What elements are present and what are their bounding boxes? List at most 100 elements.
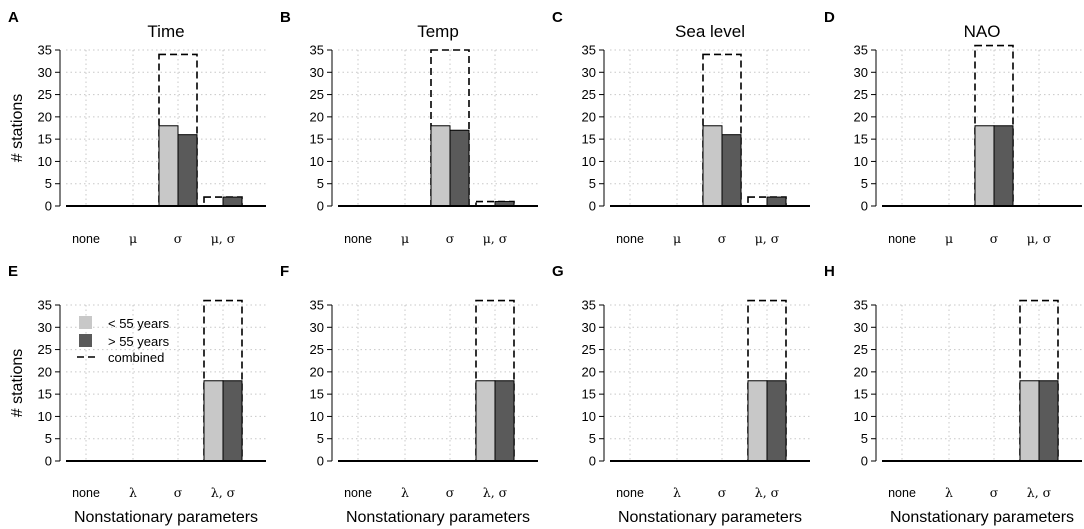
y-tick-label: 35: [38, 43, 52, 58]
bar-lt55: [974, 125, 995, 207]
y-tick-label: 25: [854, 87, 868, 102]
bar-lt55: [430, 125, 451, 207]
x-category-label: μ, σ: [755, 231, 780, 246]
panel-e: E 0 5 10 15 20 25 30 35 # stations none λ σ λ, σ Nonst…: [8, 263, 266, 526]
bar-gt55: [177, 134, 198, 207]
y-tick-label: 10: [310, 154, 324, 169]
x-category-label: μ: [129, 231, 137, 246]
panel-letter: B: [280, 9, 291, 26]
panel-title: Temp: [417, 22, 459, 41]
x-category-label: none: [888, 232, 916, 246]
y-tick-label: 35: [582, 43, 596, 58]
y-tick-label: 30: [854, 320, 868, 335]
y-tick-label: 35: [310, 43, 324, 58]
y-tick-label: 20: [854, 364, 868, 379]
bar-combined: [747, 196, 787, 207]
legend-swatch-lt55: [79, 316, 92, 329]
y-tick-label: 15: [582, 387, 596, 402]
y-tick-label: 20: [582, 109, 596, 124]
y-tick-label: 25: [854, 342, 868, 357]
legend-label: < 55 years: [108, 316, 170, 331]
bar-lt55: [1019, 380, 1040, 462]
y-tick-label: 5: [589, 431, 596, 446]
y-tick-label: 10: [582, 409, 596, 424]
bar-gt55: [1038, 380, 1059, 462]
panel-d: D NAO 0 5 10 15 20 25 30 35 none μ σ μ, σ: [824, 9, 1082, 246]
x-category-label: σ: [718, 231, 727, 246]
panel-c: C Sea level 0 5 10 15 20 25 30 35 none μ σ μ, σ: [552, 9, 810, 246]
y-tick-label: 0: [45, 454, 52, 469]
y-tick-label: 20: [38, 364, 52, 379]
x-category-label: μ: [945, 231, 953, 246]
y-tick-label: 5: [589, 176, 596, 191]
bar-gt55: [993, 125, 1014, 207]
x-category-label: σ: [174, 231, 183, 246]
panel-letter: G: [552, 263, 564, 280]
panel-b: B Temp 0 5 10 15 20 25 30 35 none μ σ μ, σ: [280, 9, 538, 246]
bar-gt55: [766, 380, 787, 462]
panel-letter: E: [8, 263, 18, 280]
panel-title: NAO: [964, 22, 1001, 41]
bar-lt55: [475, 380, 496, 462]
panel-letter: F: [280, 263, 289, 280]
y-tick-label: 30: [854, 65, 868, 80]
y-tick-label: 25: [582, 342, 596, 357]
y-tick-label: 15: [310, 387, 324, 402]
x-category-label: λ, σ: [211, 485, 236, 500]
x-category-label: σ: [990, 231, 999, 246]
y-tick-label: 0: [589, 199, 596, 214]
panel-letter: H: [824, 263, 835, 280]
y-tick-label: 0: [861, 454, 868, 469]
legend-label: combined: [108, 350, 164, 365]
y-tick-label: 30: [310, 320, 324, 335]
y-tick-label: 10: [38, 154, 52, 169]
x-category-label: λ, σ: [483, 485, 508, 500]
y-tick-label: 0: [589, 454, 596, 469]
panel-a: A Time 0 5 10 15 20 25 30 35 # stations none μ σ μ, σ: [8, 9, 266, 246]
y-tick-label: 30: [582, 65, 596, 80]
y-tick-label: 5: [45, 431, 52, 446]
panel-title: Time: [147, 22, 184, 41]
bar-lt55: [203, 380, 224, 462]
y-tick-label: 30: [38, 65, 52, 80]
y-tick-label: 30: [582, 320, 596, 335]
x-category-label: σ: [990, 485, 999, 500]
y-tick-label: 15: [854, 132, 868, 147]
x-category-label: μ, σ: [211, 231, 236, 246]
x-category-label: none: [344, 232, 372, 246]
y-tick-label: 0: [45, 199, 52, 214]
panel-h: H 0 5 10 15 20 25 30 35 none λ σ λ, σ Nonstationary p…: [824, 263, 1082, 526]
y-axis-label: # stations: [9, 349, 26, 417]
bar-gt55: [766, 196, 787, 207]
y-tick-label: 15: [38, 387, 52, 402]
y-tick-label: 10: [38, 409, 52, 424]
y-tick-label: 35: [582, 298, 596, 313]
x-category-label: none: [72, 486, 100, 500]
x-category-label: σ: [718, 485, 727, 500]
y-axis-label: # stations: [9, 94, 26, 162]
y-tick-label: 0: [317, 454, 324, 469]
y-tick-label: 10: [582, 154, 596, 169]
x-category-label: none: [344, 486, 372, 500]
x-category-label: μ: [401, 231, 409, 246]
x-category-label: μ: [673, 231, 681, 246]
y-tick-label: 25: [38, 87, 52, 102]
legend-label: > 55 years: [108, 334, 170, 349]
y-tick-label: 35: [310, 298, 324, 313]
x-category-label: λ, σ: [755, 485, 780, 500]
x-category-label: none: [616, 486, 644, 500]
bar-gt55: [222, 380, 243, 462]
bar-lt55: [702, 125, 723, 207]
y-tick-label: 5: [861, 176, 868, 191]
y-tick-label: 15: [854, 387, 868, 402]
y-tick-label: 25: [38, 342, 52, 357]
panel-g: G 0 5 10 15 20 25 30 35 none λ σ λ, σ Nonstationary p…: [552, 263, 810, 526]
x-category-label: λ: [673, 485, 681, 500]
y-tick-label: 20: [582, 364, 596, 379]
y-tick-label: 5: [317, 176, 324, 191]
panel-letter: C: [552, 9, 563, 26]
x-category-label: λ: [401, 485, 409, 500]
x-axis-label: Nonstationary parameters: [890, 509, 1074, 526]
x-axis-label: Nonstationary parameters: [346, 509, 530, 526]
x-category-label: μ, σ: [483, 231, 508, 246]
